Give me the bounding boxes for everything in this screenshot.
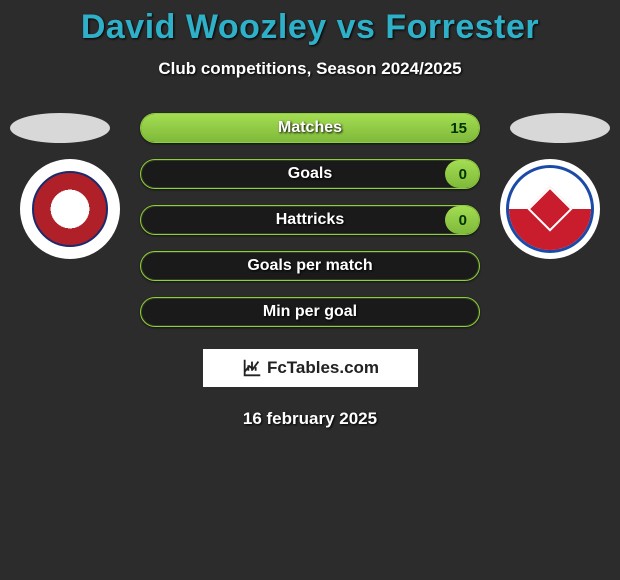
- player-photo-left: [10, 113, 110, 143]
- stat-bar: Hattricks0: [140, 205, 480, 235]
- stat-bar: Goals0: [140, 159, 480, 189]
- page-title: David Woozley vs Forrester: [0, 0, 620, 47]
- player-photo-right: [510, 113, 610, 143]
- club-badge-right: [500, 159, 600, 259]
- stat-bar-label: Min per goal: [141, 298, 479, 326]
- brand-logo: FcTables.com: [203, 349, 418, 387]
- stat-bar-label: Goals per match: [141, 252, 479, 280]
- stat-bar-value: 15: [450, 114, 467, 142]
- stat-bar-value: 0: [459, 160, 467, 188]
- stat-bar: Min per goal: [140, 297, 480, 327]
- stat-bar-label: Matches: [141, 114, 479, 142]
- date-label: 16 february 2025: [0, 409, 620, 429]
- stat-bar-value: 0: [459, 206, 467, 234]
- subtitle: Club competitions, Season 2024/2025: [0, 59, 620, 79]
- stat-bar: Goals per match: [140, 251, 480, 281]
- comparison-panel: Matches15Goals0Hattricks0Goals per match…: [0, 113, 620, 327]
- chart-icon: [241, 357, 263, 379]
- stat-bar: Matches15: [140, 113, 480, 143]
- stat-bars: Matches15Goals0Hattricks0Goals per match…: [140, 113, 480, 327]
- club-badge-left: [20, 159, 120, 259]
- brand-text: FcTables.com: [267, 358, 379, 378]
- stat-bar-label: Hattricks: [141, 206, 479, 234]
- stat-bar-label: Goals: [141, 160, 479, 188]
